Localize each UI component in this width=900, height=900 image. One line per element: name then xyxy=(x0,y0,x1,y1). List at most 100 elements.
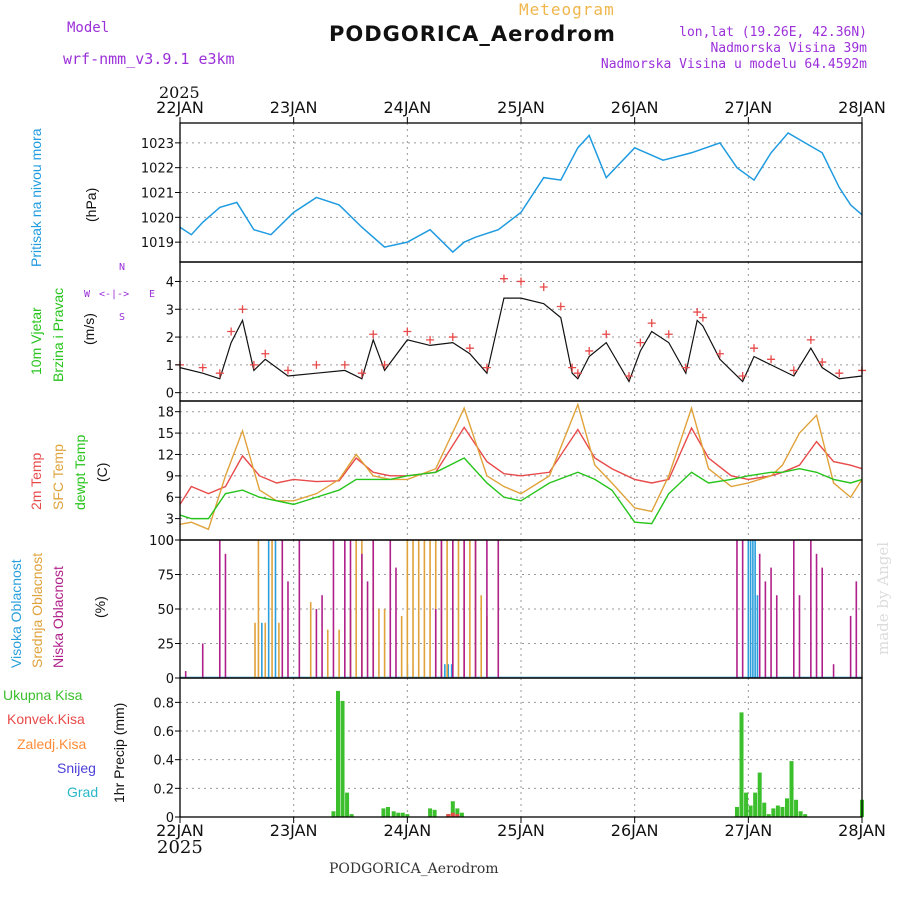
x-tick-label-top: 28JAN xyxy=(838,98,886,117)
y-tick-label: 9 xyxy=(166,470,174,485)
conv-precip-bar xyxy=(450,812,455,817)
wind-gust-marker xyxy=(664,330,673,339)
compass-rose: N W <-|-> E S xyxy=(84,262,156,326)
x-tick-label-bottom: 22JAN xyxy=(156,821,204,840)
total-precip-bar xyxy=(803,814,808,817)
total-precip-bar xyxy=(405,814,410,817)
wind-gust-marker xyxy=(715,349,724,358)
compass-s: S xyxy=(119,312,126,323)
wind-gust-marker xyxy=(789,366,798,375)
wind-gust-marker xyxy=(380,360,389,369)
conv-precip-bar xyxy=(455,814,460,817)
y-tick-label: 1022 xyxy=(141,162,174,177)
wind-gust-marker xyxy=(426,335,435,344)
total-precip-bar xyxy=(432,809,437,817)
y-tick-label: 3 xyxy=(166,303,174,318)
wind-gust-marker xyxy=(403,327,412,336)
year-top-label: 2025 xyxy=(159,83,200,102)
y-tick-label: 12 xyxy=(157,448,174,463)
wind-gust-marker xyxy=(835,369,844,378)
total-precip-bar xyxy=(400,812,405,817)
wind-gust-marker xyxy=(681,363,690,372)
y-tick-label: 2 xyxy=(166,331,174,346)
model-label: Model xyxy=(67,20,110,36)
total-precip-bar xyxy=(340,700,345,817)
total-precip-bar xyxy=(775,805,780,817)
page-title: PODGORICA_Aerodrom xyxy=(329,22,616,46)
total-precip-bar xyxy=(784,798,789,817)
compass-w: W xyxy=(84,289,91,300)
wind-gust-marker xyxy=(568,363,577,372)
wind-gust-marker xyxy=(465,344,474,353)
x-tick-label-top: 25JAN xyxy=(497,98,545,117)
wind-gust-marker xyxy=(767,355,776,364)
wind-gust-marker xyxy=(249,360,258,369)
total-precip-bar xyxy=(386,806,391,817)
wind-gust-marker xyxy=(238,305,247,314)
total-precip-bar xyxy=(757,772,762,817)
total-precip-bar xyxy=(771,808,776,817)
y-tick-label: 0.2 xyxy=(153,782,174,797)
model-elevation-label: Nadmorska Visina u modelu 64.4592m xyxy=(600,57,867,72)
wind-gust-marker xyxy=(647,319,656,328)
y-tick-label: 25 xyxy=(157,638,174,653)
wind-gust-marker xyxy=(357,369,366,378)
x-tick-label-top: 26JAN xyxy=(611,98,659,117)
wind-gust-marker xyxy=(340,360,349,369)
precip-legend-snow: Snijeg xyxy=(57,760,96,776)
x-tick-label-bottom: 24JAN xyxy=(383,821,431,840)
footer-title: PODGORICA_Aerodrom xyxy=(329,861,499,877)
x-tick-label-bottom: 23JAN xyxy=(270,821,318,840)
total-precip-bar xyxy=(345,792,350,817)
total-precip-bar xyxy=(780,806,785,817)
y-tick-label: 1 xyxy=(166,359,174,374)
coords-label: lon,lat (19.26E, 42.36N) xyxy=(679,25,867,40)
temp-dewpt-line xyxy=(179,457,863,525)
compass-n: N xyxy=(119,262,126,273)
pressure-line xyxy=(179,131,863,254)
y-tick-label: 1021 xyxy=(141,187,174,202)
conv-precip-bar xyxy=(446,814,451,817)
wind-gust-marker xyxy=(556,302,565,311)
total-precip-bar xyxy=(335,690,340,817)
total-precip-bar xyxy=(734,806,739,817)
total-precip-bar xyxy=(450,801,455,817)
wind-gust-marker xyxy=(517,277,525,286)
total-precip-bar xyxy=(428,808,433,817)
wind-gust-marker xyxy=(573,369,582,378)
wind-gust-marker xyxy=(482,363,491,372)
total-precip-bar xyxy=(349,814,354,817)
precip-legend-total: Ukupna Kisa xyxy=(3,687,83,703)
y-tick-label: 0 xyxy=(166,387,174,402)
compass-e: E xyxy=(149,289,156,300)
y-tick-label: 1019 xyxy=(141,236,174,251)
y-tick-label: 0 xyxy=(166,672,174,687)
x-tick-label-top: 23JAN xyxy=(270,98,318,117)
wind-gust-marker xyxy=(215,369,224,378)
wind-gust-marker xyxy=(738,371,747,380)
total-precip-bar xyxy=(762,802,767,817)
temperature-frame xyxy=(179,400,863,541)
y-tick-label: 18 xyxy=(157,406,174,421)
wind-gust-marker xyxy=(369,330,378,339)
meteogram-label: Meteogram xyxy=(519,0,615,19)
wind-gust-marker xyxy=(693,308,702,317)
wind-gust-marker xyxy=(806,335,815,344)
precip-legend-hail: Grad xyxy=(67,784,99,800)
wind-gust-marker xyxy=(698,313,707,322)
total-precip-bar xyxy=(753,792,758,817)
total-precip-bar xyxy=(459,812,464,817)
wind-gust-marker xyxy=(312,360,321,369)
wind-gust-marker xyxy=(636,338,645,347)
x-tick-label-bottom: 25JAN xyxy=(497,821,545,840)
x-tick-label-top: 22JAN xyxy=(156,98,204,117)
precip-legend-conv: Konvek.Kisa xyxy=(7,711,85,727)
y-tick-label: 75 xyxy=(157,569,174,584)
wind-gust-marker xyxy=(283,366,292,375)
model-name: wrf-nmm_v3.9.1 e3km xyxy=(63,50,235,68)
wind-gust-marker xyxy=(818,358,827,367)
precip-legend-freezing: Zaledj.Kisa xyxy=(17,736,87,752)
total-precip-bar xyxy=(739,712,744,817)
y-tick-label: 0.6 xyxy=(153,725,174,740)
